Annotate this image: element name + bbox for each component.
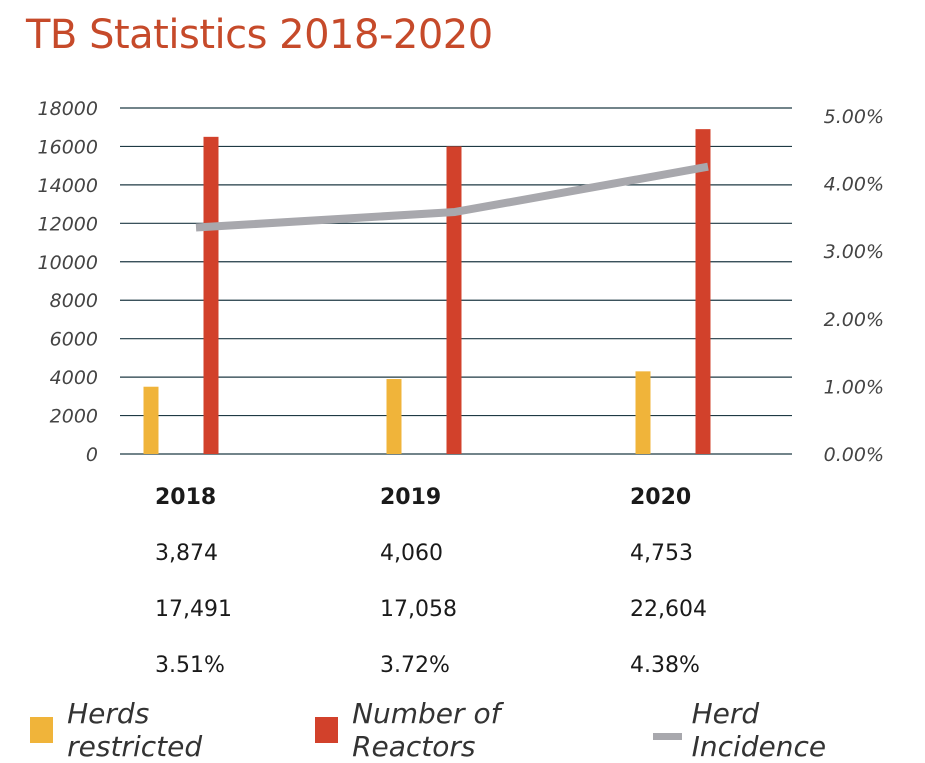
y-left-tick-2000: 2000 <box>50 406 98 428</box>
y-left-tick-12000: 12000 <box>38 213 98 235</box>
y-left-tick-0: 0 <box>86 444 98 466</box>
y-left-tick-8000: 8000 <box>50 290 98 312</box>
y-right-tick-4.00pct: 4.00% <box>824 174 884 196</box>
y-right-tick-3.00pct: 3.00% <box>824 241 884 263</box>
y-left-tick-6000: 6000 <box>50 329 98 351</box>
y-left-tick-4000: 4000 <box>50 367 98 389</box>
legend-swatch-incidence <box>653 733 682 740</box>
y-right-tick-5.00pct: 5.00% <box>824 106 884 128</box>
bar-herds-2018 <box>144 387 159 454</box>
bar-reactors-2019 <box>447 146 462 454</box>
bar-reactors-2020 <box>696 129 711 454</box>
legend-label-incidence: Herd Incidence <box>692 697 895 763</box>
bar-reactors-2018 <box>204 137 219 454</box>
legend-label-reactors: Number of Reactors <box>352 697 623 763</box>
y-left-tick-14000: 14000 <box>38 175 98 197</box>
legend-item-herds: Herds restricted <box>30 697 285 763</box>
y-right-tick-2.00pct: 2.00% <box>824 309 884 331</box>
legend-swatch-reactors <box>315 717 338 743</box>
legend: Herds restricted Number of Reactors Herd… <box>30 712 925 748</box>
y-left-tick-10000: 10000 <box>38 252 98 274</box>
legend-label-herds: Herds restricted <box>67 697 285 763</box>
y-right-tick-1.00pct: 1.00% <box>824 376 884 398</box>
legend-swatch-herds <box>30 717 53 743</box>
legend-item-incidence: Herd Incidence <box>653 697 895 763</box>
legend-item-reactors: Number of Reactors <box>315 697 623 763</box>
y-left-tick-16000: 16000 <box>38 136 98 158</box>
bar-herds-2020 <box>636 371 651 454</box>
y-left-tick-18000: 18000 <box>38 98 98 120</box>
bar-herds-2019 <box>387 379 402 454</box>
y-right-tick-0.00pct: 0.00% <box>824 444 884 466</box>
